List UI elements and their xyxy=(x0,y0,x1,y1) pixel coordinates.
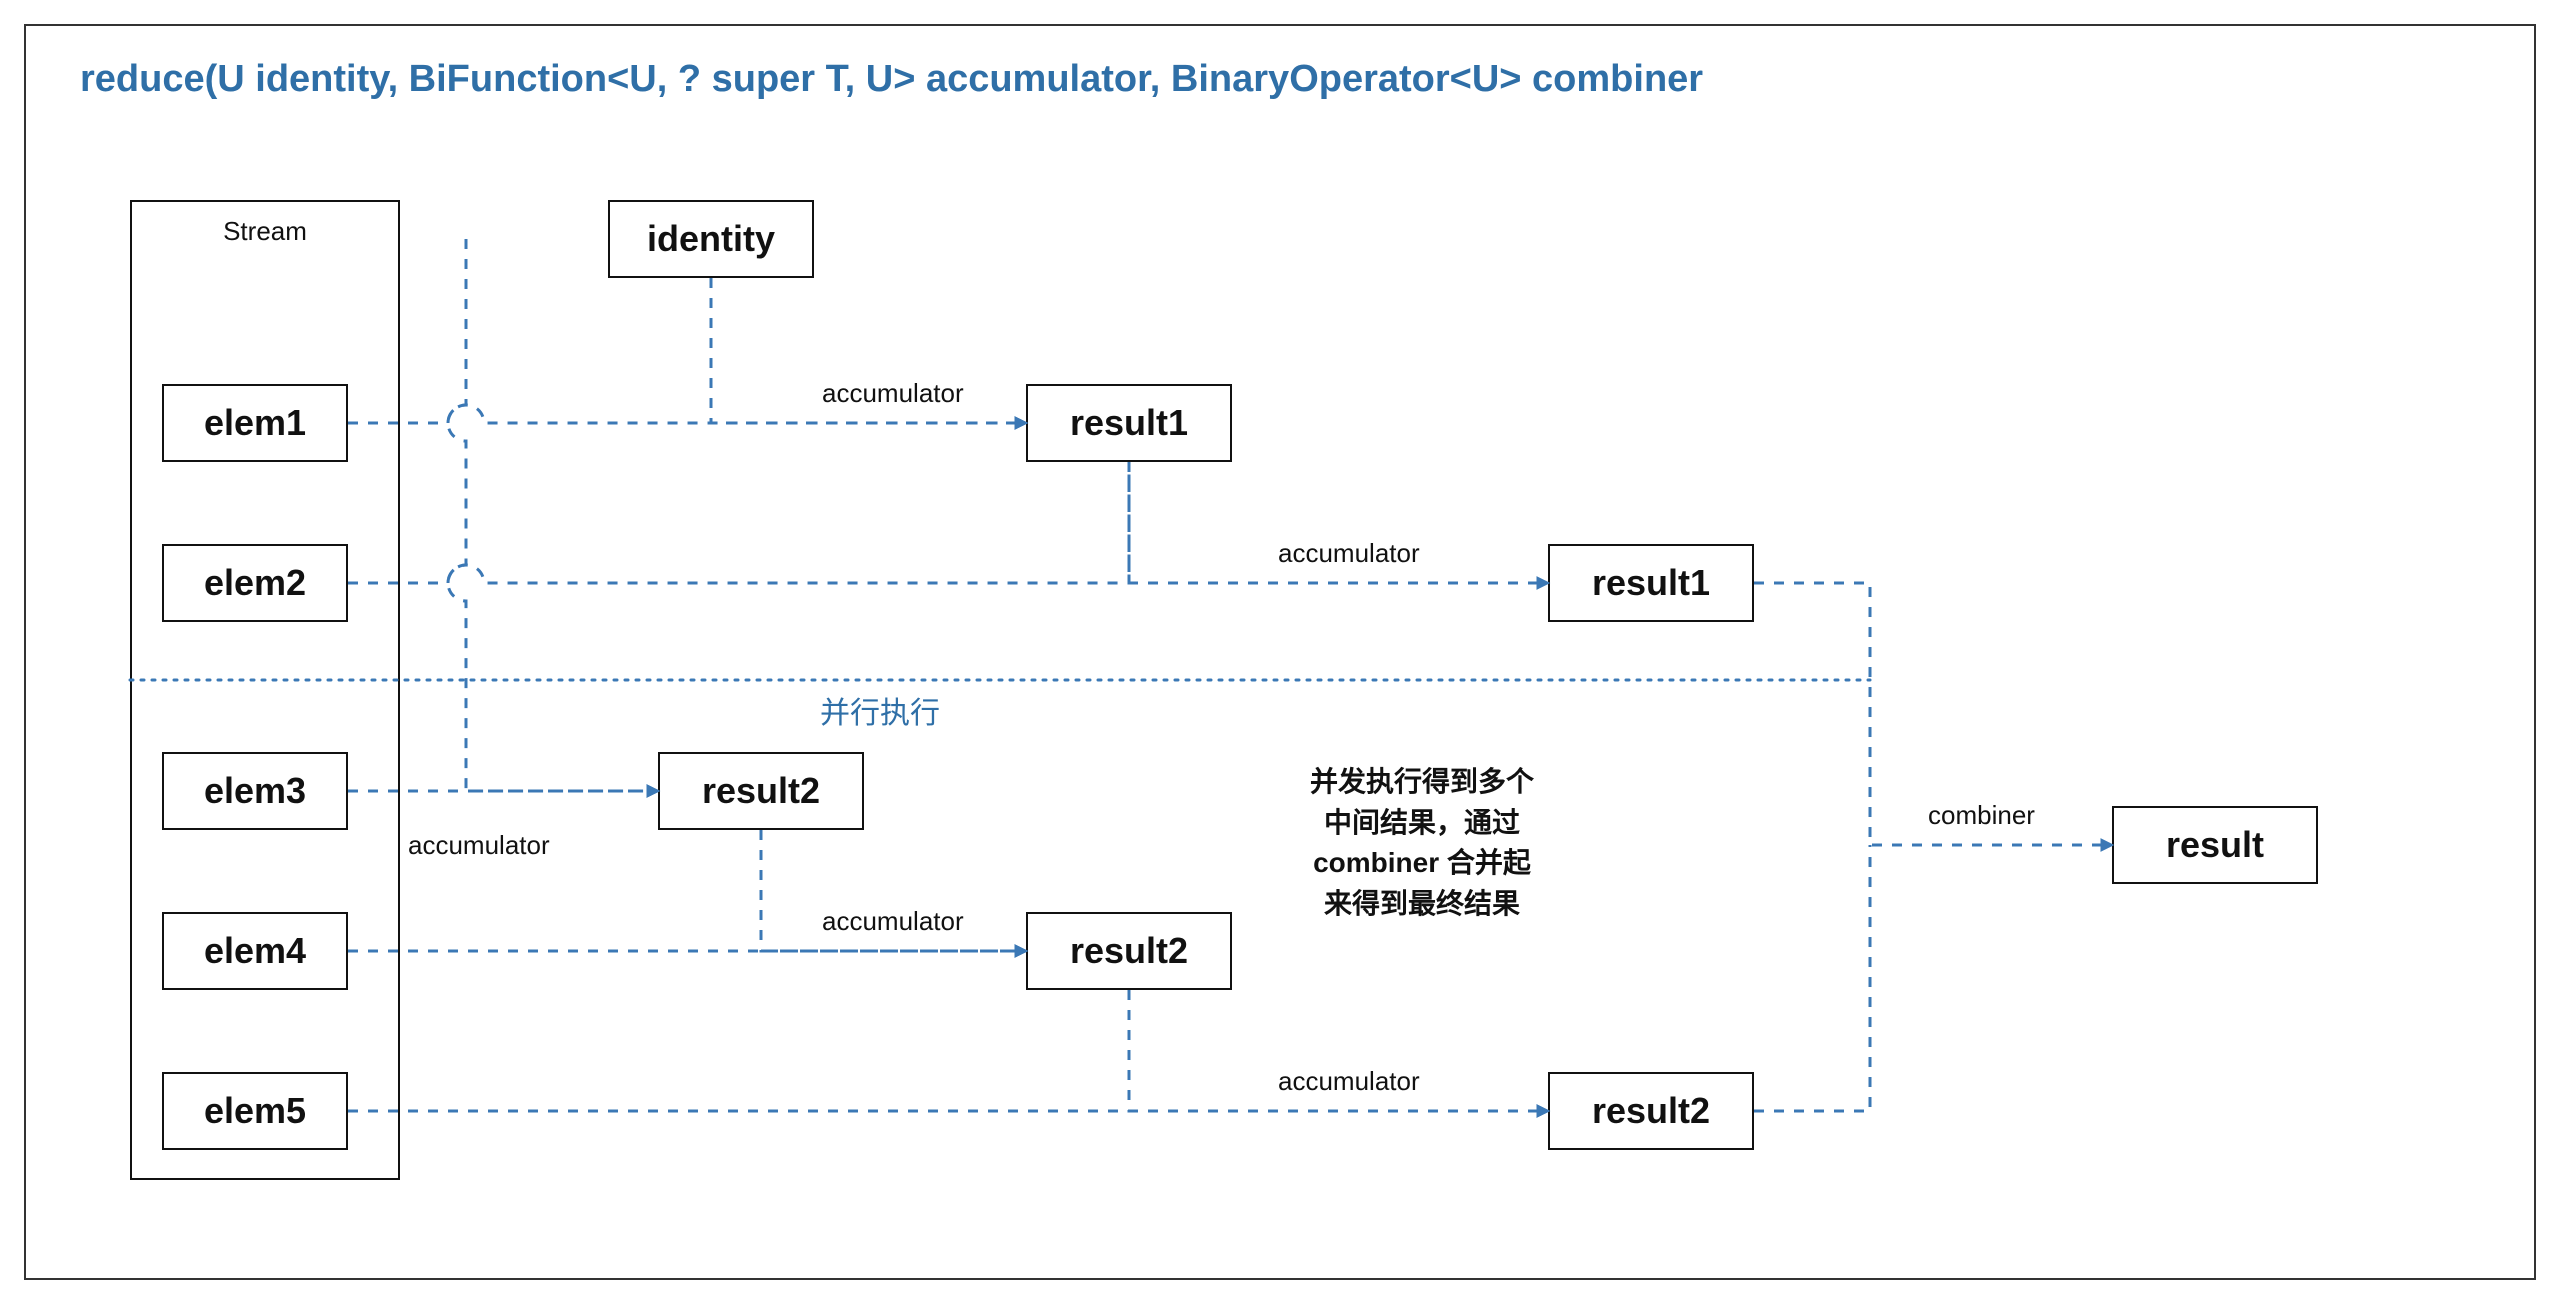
stream-label: Stream xyxy=(223,216,307,247)
result2b-node: result2 xyxy=(1026,912,1232,990)
result1a-node: result1 xyxy=(1026,384,1232,462)
accumulator-label-2: accumulator xyxy=(1278,538,1420,569)
elem4-node: elem4 xyxy=(162,912,348,990)
accumulator-label-4: accumulator xyxy=(822,906,964,937)
accumulator-label-5: accumulator xyxy=(1278,1066,1420,1097)
elem3-node: elem3 xyxy=(162,752,348,830)
stream-container: Stream xyxy=(130,200,400,1180)
elem2-node: elem2 xyxy=(162,544,348,622)
combiner-note: 并发执行得到多个中间结果，通过combiner 合并起来得到最终结果 xyxy=(1310,762,1534,924)
result2a-node: result2 xyxy=(658,752,864,830)
elem5-node: elem5 xyxy=(162,1072,348,1150)
diagram-title: reduce(U identity, BiFunction<U, ? super… xyxy=(80,58,1703,101)
diagram-canvas: reduce(U identity, BiFunction<U, ? super… xyxy=(0,0,2560,1304)
accumulator-label-3: accumulator xyxy=(408,830,550,861)
result1b-node: result1 xyxy=(1548,544,1754,622)
identity-node: identity xyxy=(608,200,814,278)
parallel-exec-label: 并行执行 xyxy=(820,688,940,732)
elem1-node: elem1 xyxy=(162,384,348,462)
accumulator-label-1: accumulator xyxy=(822,378,964,409)
final-result-node: result xyxy=(2112,806,2318,884)
result2c-node: result2 xyxy=(1548,1072,1754,1150)
combiner-label: combiner xyxy=(1928,800,2035,831)
